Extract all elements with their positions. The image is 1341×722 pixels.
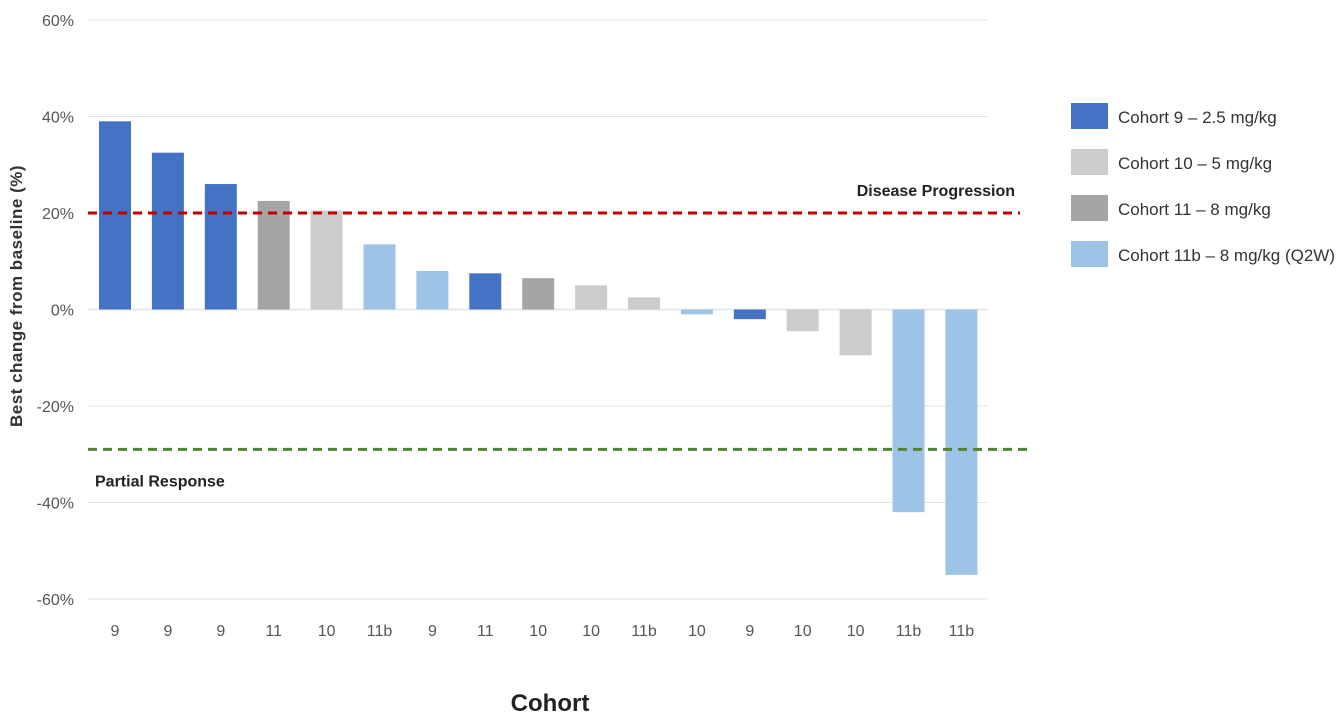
bar [363,244,396,310]
legend-swatch [1071,149,1108,175]
bar [945,309,978,575]
legend-swatch [1071,195,1108,221]
bar [310,210,343,310]
x-tick-label: 9 [745,623,754,640]
y-tick-label: 60% [42,13,74,30]
x-tick-label: 10 [529,623,547,640]
y-tick-label: -60% [37,592,74,609]
y-axis-label: Best change from baseline (%) [7,165,26,427]
y-tick-label: -40% [37,496,74,513]
x-tick-label: 11 [477,623,494,640]
y-tick-label: 0% [51,303,74,320]
y-tick-label: 20% [42,206,74,223]
bar [469,273,502,310]
y-tick-label: -20% [37,399,74,416]
legend-label: Cohort 10 – 5 mg/kg [1118,154,1272,173]
x-tick-label: 11b [631,623,657,640]
x-tick-label: 9 [216,623,225,640]
legend: Cohort 9 – 2.5 mg/kg Cohort 10 – 5 mg/kg C… [1071,103,1335,267]
x-tick-label: 11 [265,623,282,640]
reference-line-layer: Disease Progression Partial Response [88,183,1030,490]
x-axis-label: Cohort [511,690,590,717]
x-tick-label: 9 [163,623,172,640]
bar [575,285,608,310]
legend-label: Cohort 9 – 2.5 mg/kg [1118,108,1277,127]
bar [733,309,766,320]
x-tick-label: 10 [847,623,865,640]
legend-swatch [1071,103,1108,129]
bar [680,309,713,315]
legend-swatch [1071,241,1108,267]
x-tick-layer: 9 9 9 11 10 11b 9 11 10 10 11b 10 9 10 10 11b 11b [111,623,975,640]
bar [151,152,184,310]
legend-label: Cohort 11b – 8 mg/kg (Q2W) [1118,246,1335,265]
x-tick-label: 11b [896,623,922,640]
legend-label: Cohort 11 – 8 mg/kg [1118,200,1271,219]
bar [416,270,449,310]
bar [99,121,131,310]
x-tick-label: 9 [428,623,437,640]
x-tick-label: 9 [111,623,120,640]
bar [204,184,237,310]
reference-line-label: Disease Progression [857,183,1015,200]
x-tick-label: 11b [367,623,393,640]
x-tick-label: 10 [318,623,336,640]
x-tick-label: 11b [949,623,975,640]
y-tick-layer: 60% 40% 20% 0% -20% -40% -60% [37,13,74,609]
bar [628,297,660,310]
y-tick-label: 40% [42,110,74,127]
bar [839,309,872,356]
bar-layer [99,121,978,575]
bar [522,278,555,310]
bar [786,309,819,332]
x-tick-label: 10 [582,623,600,640]
bar [892,309,925,513]
reference-line-label: Partial Response [95,473,225,490]
x-tick-label: 10 [794,623,812,640]
x-tick-label: 10 [688,623,706,640]
bar [257,200,290,310]
